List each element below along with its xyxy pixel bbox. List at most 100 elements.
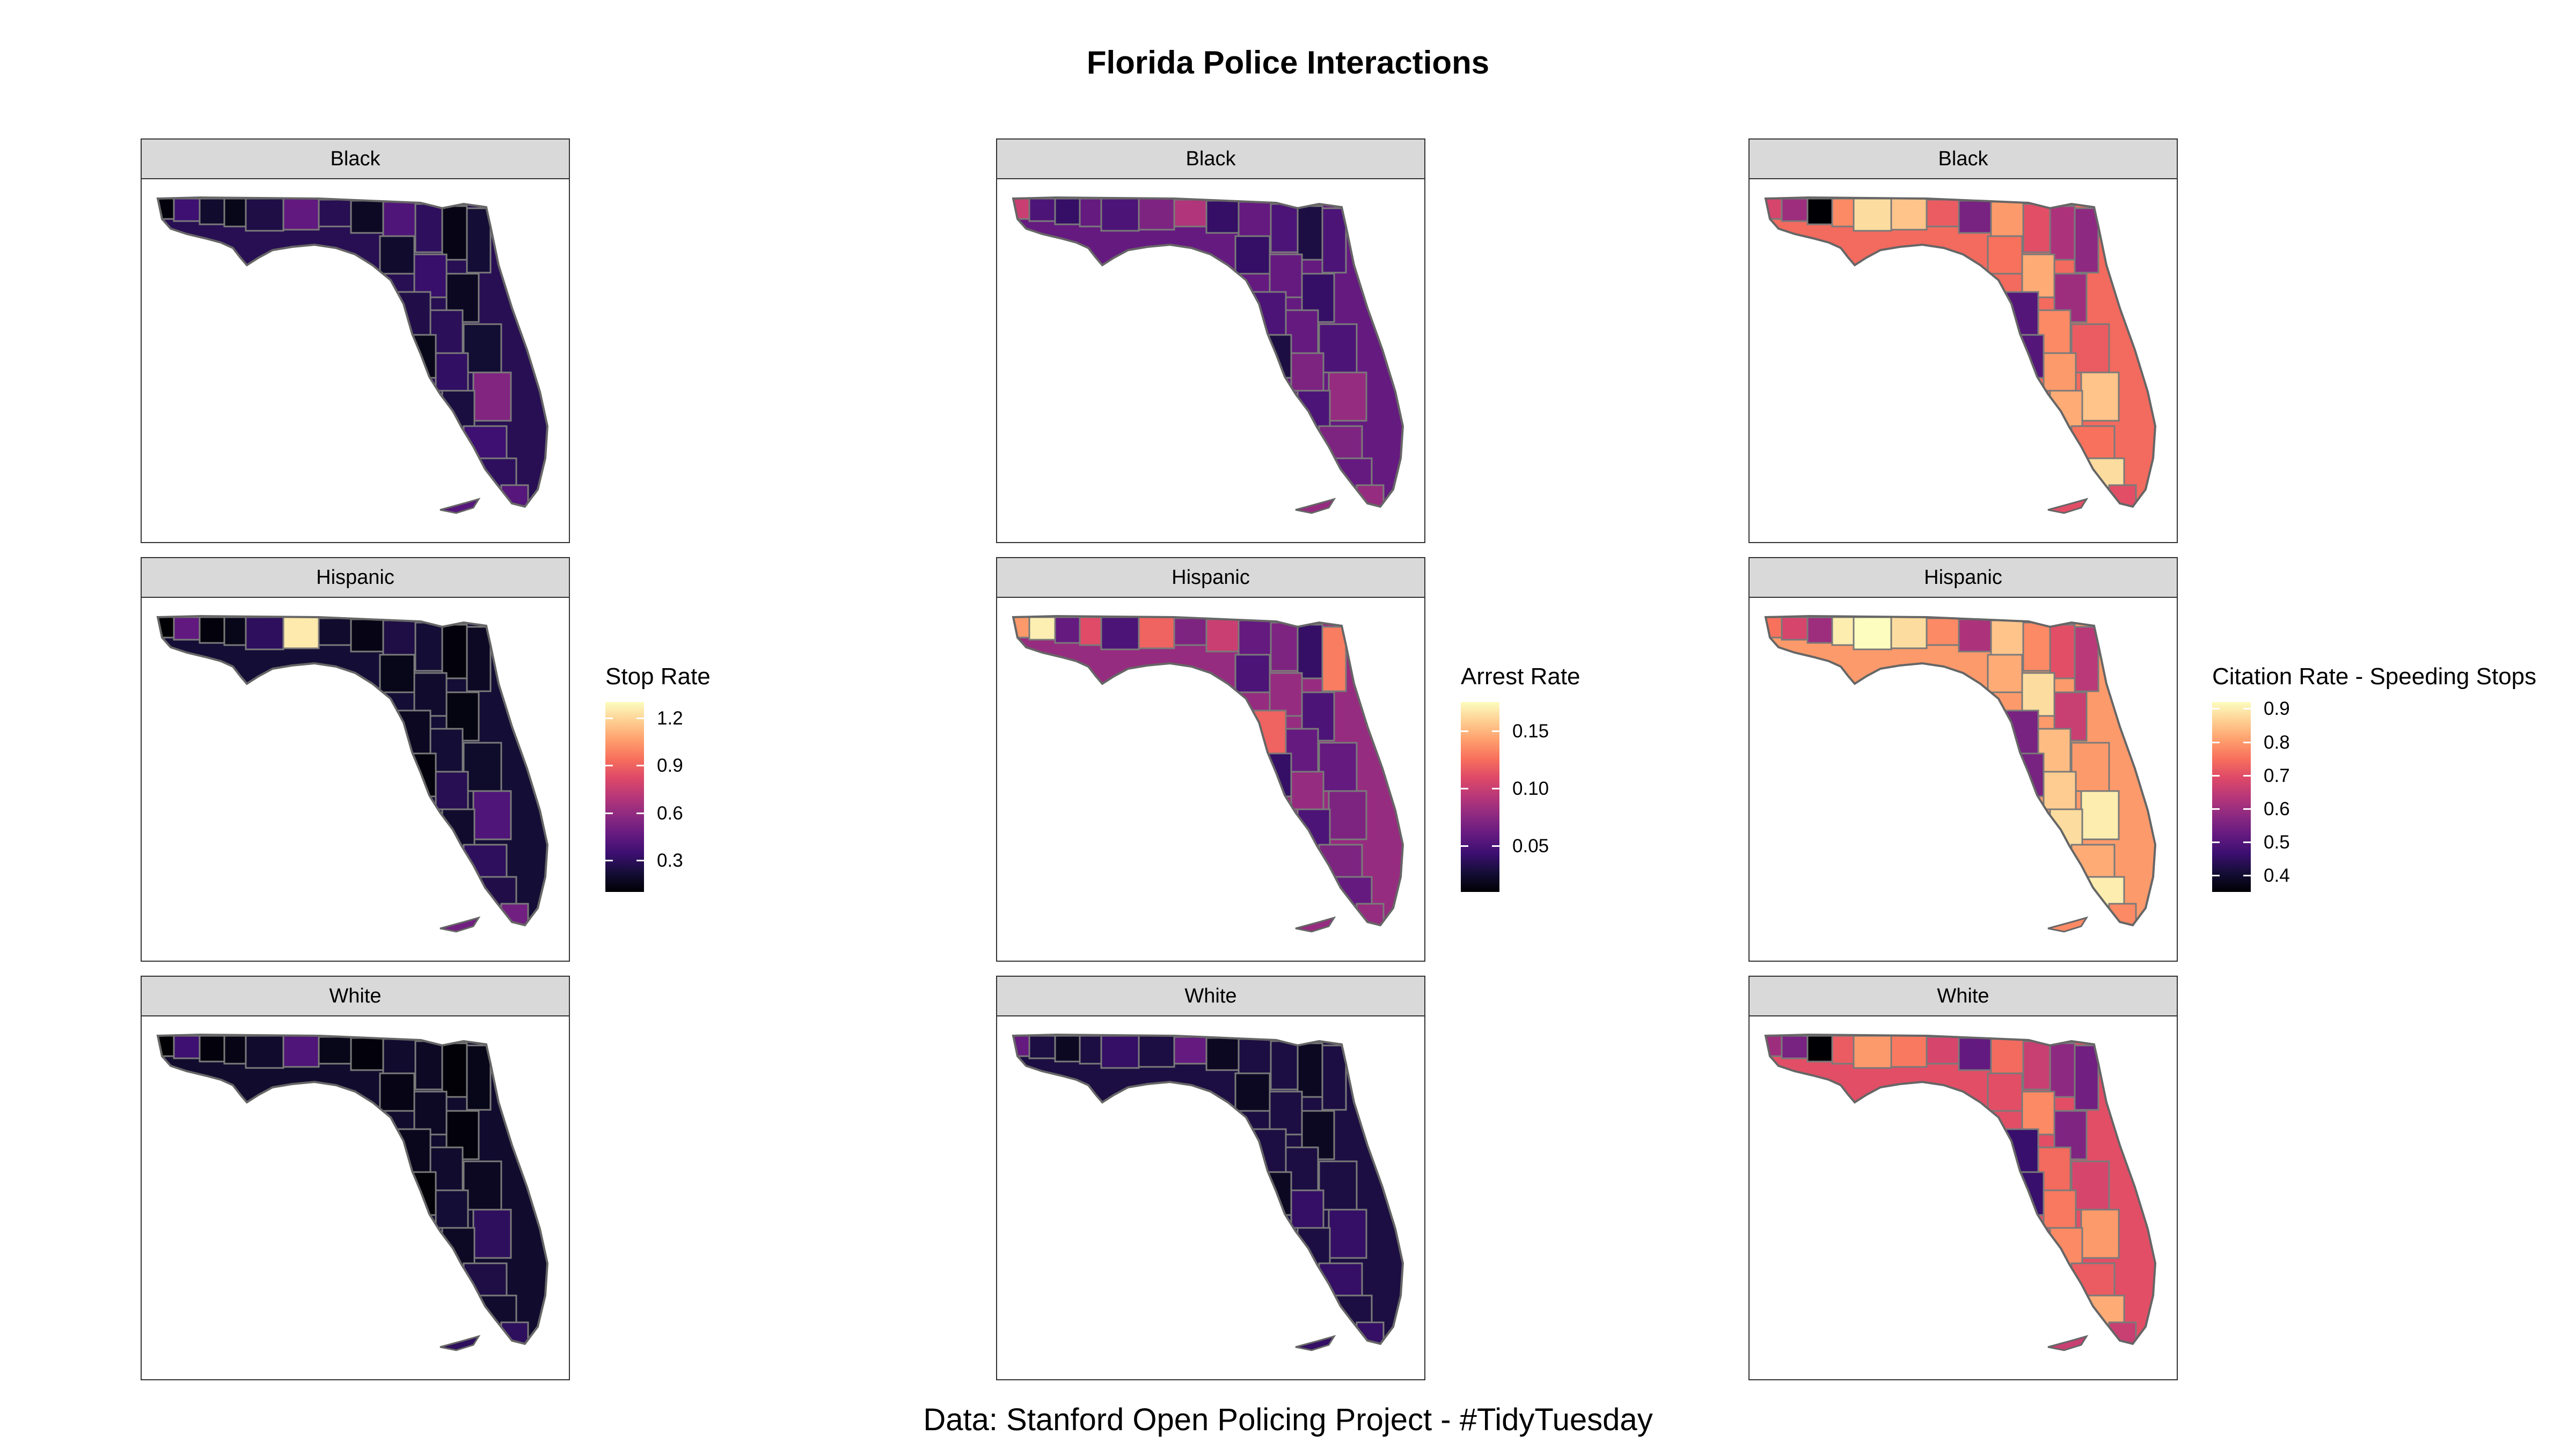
florida-keys: [440, 916, 481, 933]
county: [1234, 235, 1271, 275]
legend-tick-mark: [2212, 841, 2220, 843]
legend-tick-mark: [1492, 730, 1499, 732]
county: [282, 197, 320, 231]
county: [350, 618, 384, 653]
county: [1238, 1038, 1272, 1074]
county: [1205, 200, 1240, 234]
county: [173, 1035, 201, 1059]
county: [1138, 197, 1175, 231]
county: [1253, 291, 1287, 336]
county: [1173, 199, 1208, 228]
county: [1028, 616, 1056, 641]
facet-strip-white: White: [1748, 976, 2178, 1016]
county: [441, 205, 468, 261]
county: [1270, 1040, 1299, 1091]
county: [350, 1037, 384, 1071]
legend-tick-mark: [2212, 741, 2220, 743]
county: [466, 207, 492, 274]
county: [1318, 1160, 1358, 1211]
county: [2022, 1040, 2051, 1091]
county: [1853, 1035, 1892, 1069]
map-plot: [1748, 178, 2178, 543]
county-layer: [1766, 197, 2137, 507]
county: [2080, 1209, 2120, 1259]
county: [1100, 197, 1140, 232]
county: [1238, 619, 1272, 656]
facet-strip-white: White: [141, 976, 570, 1016]
panel-stop-black: Black: [141, 138, 570, 544]
county: [382, 201, 416, 237]
legend-tick-label: 0.9: [657, 755, 683, 776]
county: [1269, 1091, 1303, 1136]
county: [413, 253, 448, 298]
county: [463, 742, 502, 792]
county: [1205, 618, 1240, 653]
legend-tick-mark: [636, 765, 644, 766]
legend-tick-label: 0.3: [657, 850, 683, 871]
county: [1028, 197, 1056, 222]
county: [1205, 1037, 1240, 1071]
county: [1138, 616, 1175, 649]
legend-tick-mark: [1461, 730, 1468, 732]
panel-stop-white: White: [141, 976, 570, 1381]
legend-tick-mark: [636, 812, 644, 814]
legend-arrest-rate: Arrest Rate 0.05 0.10 0.15: [1461, 663, 1836, 892]
facet-strip-black: Black: [1748, 138, 2178, 179]
county: [379, 1072, 415, 1112]
state-outline: [156, 196, 549, 508]
florida-map: [1764, 1033, 2157, 1351]
panel-stop-hispanic: Hispanic: [141, 557, 570, 963]
county: [1054, 197, 1081, 225]
county: [1079, 616, 1102, 646]
county: [397, 291, 431, 336]
county: [1990, 619, 2024, 656]
county: [2043, 771, 2077, 810]
county: [282, 616, 320, 649]
florida-keys: [2047, 497, 2089, 514]
county: [1781, 1035, 1809, 1059]
county: [463, 323, 502, 374]
county: [414, 621, 443, 672]
map-plot: [1748, 597, 2178, 962]
legend-tick-mark: [2212, 808, 2220, 810]
county: [1138, 1035, 1175, 1068]
map-plot: [1748, 1015, 2178, 1380]
legend-tick-mark: [2243, 774, 2251, 777]
map-plot: [141, 597, 570, 962]
county: [2005, 291, 2039, 336]
county: [382, 619, 416, 656]
county: [414, 1040, 443, 1091]
county: [1806, 1035, 1833, 1063]
county: [1290, 771, 1324, 810]
florida-keys: [1295, 497, 1336, 514]
legend-tick-mark: [605, 765, 613, 766]
county: [1270, 621, 1299, 672]
county: [1321, 207, 1347, 274]
legend-tick-label: 0.4: [2264, 865, 2290, 886]
county: [1328, 1209, 1367, 1259]
state-outline: [1764, 196, 2157, 508]
legend-tick-label: 0.5: [2264, 831, 2290, 853]
county: [382, 1038, 416, 1074]
county: [1100, 1035, 1140, 1069]
county: [435, 771, 469, 810]
county: [318, 617, 352, 646]
map-plot: [996, 178, 1425, 543]
county: [1806, 197, 1833, 225]
panel-citation-hispanic: Hispanic: [1748, 557, 2178, 963]
legend-tick-mark: [636, 860, 644, 861]
legend-tick-label: 1.2: [657, 707, 683, 729]
county: [435, 1189, 469, 1229]
county: [1853, 616, 1892, 650]
legend-tick-mark: [2243, 841, 2251, 843]
county: [1926, 1036, 1960, 1065]
county: [2021, 672, 2055, 717]
county: [413, 1091, 448, 1136]
florida-map: [1012, 614, 1404, 933]
county: [2074, 626, 2099, 692]
county: [1270, 203, 1299, 253]
legend-tick-mark: [605, 860, 613, 861]
state-outline: [1012, 196, 1404, 508]
legend-tick-mark: [2243, 741, 2251, 743]
county: [1297, 205, 1323, 261]
